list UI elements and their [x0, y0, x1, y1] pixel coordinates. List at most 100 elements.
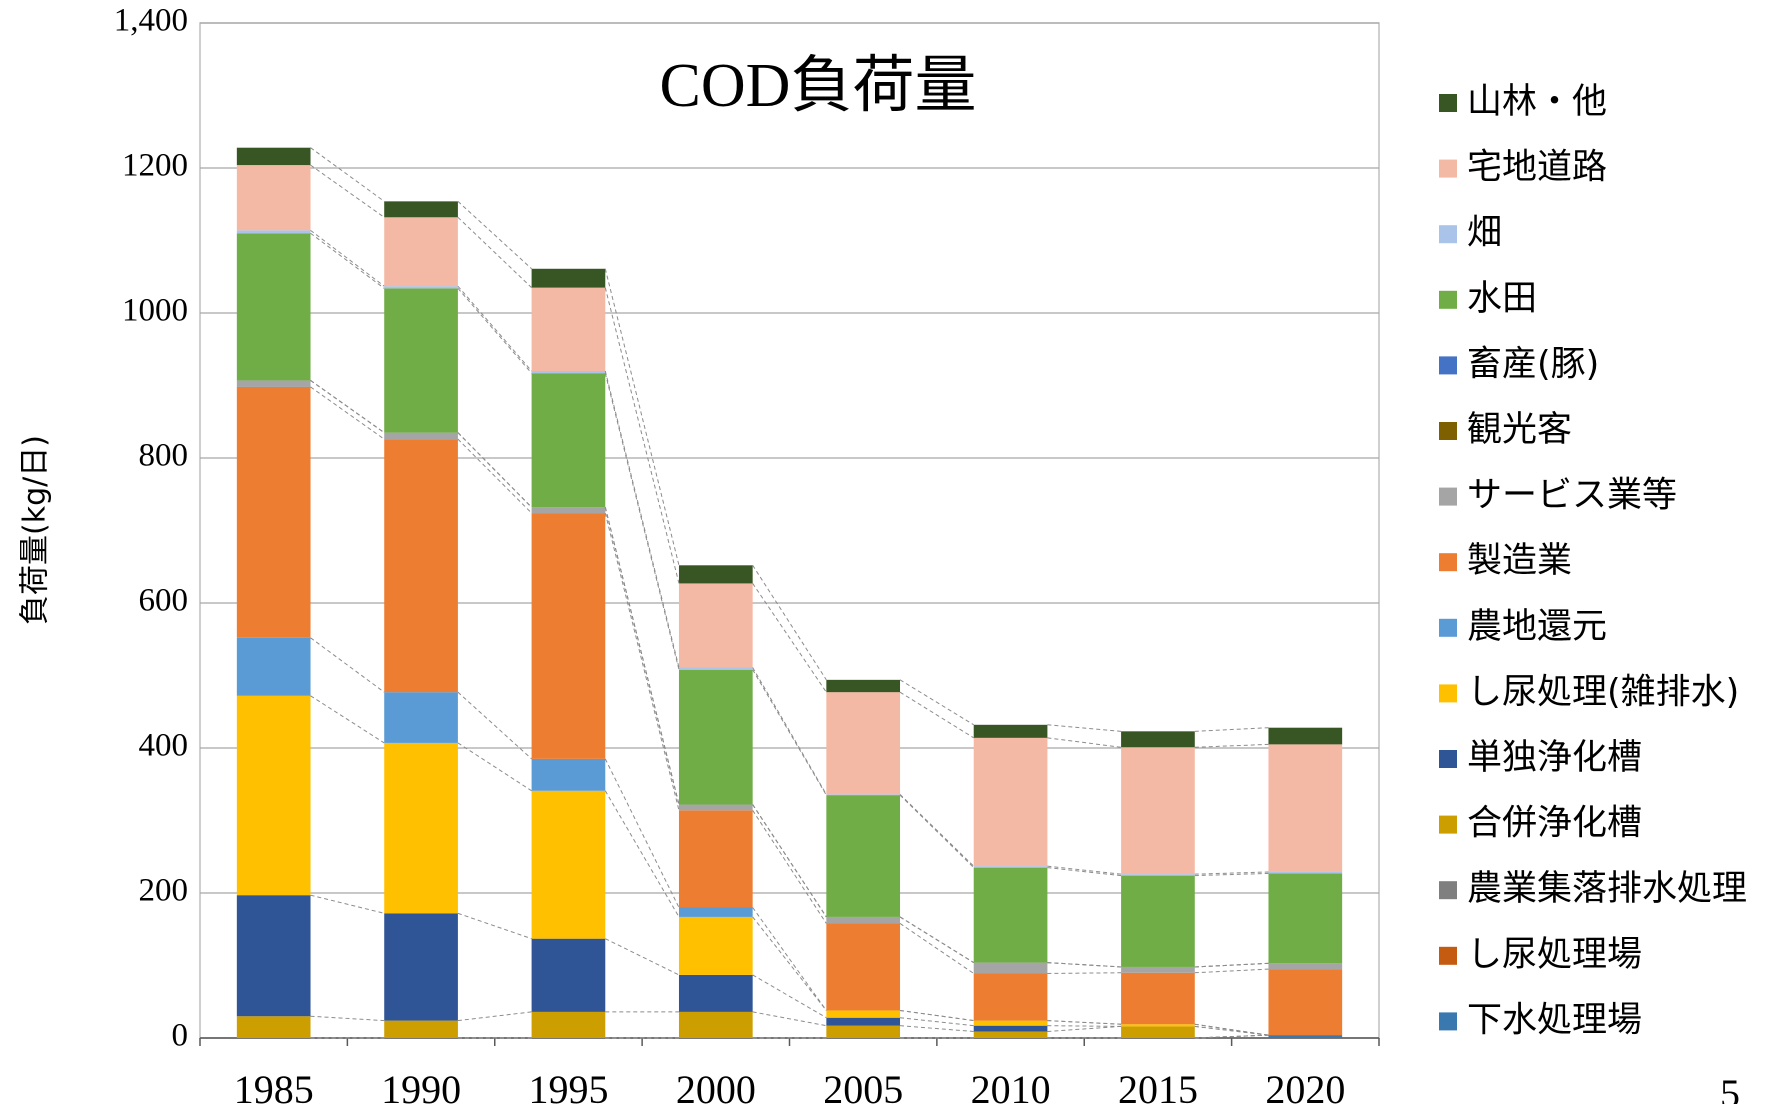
bar-segment	[1121, 731, 1195, 748]
x-tick-label: 2010	[971, 1067, 1051, 1104]
bar-segment	[973, 724, 1048, 738]
bar-segment	[531, 287, 606, 371]
bar-segment	[973, 1031, 1048, 1038]
bar-segment	[384, 288, 458, 433]
legend-swatch	[1439, 815, 1457, 834]
series-connector	[310, 695, 385, 744]
series-connector	[310, 147, 385, 202]
legend-swatch	[1439, 1012, 1457, 1031]
series-connector	[1047, 724, 1122, 732]
series-connector	[1047, 737, 1122, 748]
series-connector	[752, 974, 827, 1019]
legend-label: 製造業	[1467, 541, 1572, 581]
series-connector	[1047, 1020, 1122, 1025]
legend-swatch	[1439, 422, 1457, 440]
series-connector	[752, 583, 827, 693]
legend-swatch	[1439, 946, 1457, 965]
series-connector	[604, 268, 680, 566]
bar-segment	[826, 923, 901, 1011]
series-connector	[604, 512, 680, 811]
series-connector	[1194, 727, 1269, 732]
bar-segment	[1268, 1035, 1343, 1038]
series-connector	[457, 216, 532, 288]
page-number: 5	[1720, 1071, 1740, 1104]
bar-segment	[678, 804, 753, 811]
bar-segment	[236, 147, 311, 166]
bar-segment	[1268, 963, 1343, 970]
series-connector	[310, 386, 385, 440]
bar-segment	[1121, 1026, 1195, 1038]
bar-segment	[973, 1020, 1048, 1026]
legend-swatch	[1439, 750, 1457, 768]
series-connector	[1047, 962, 1122, 968]
x-tick-label: 1990	[381, 1067, 461, 1104]
bar-segment	[678, 916, 753, 975]
series-connector	[899, 794, 975, 868]
series-connector	[752, 804, 827, 918]
bar-segment	[973, 962, 1048, 974]
legend-label: 水田	[1467, 279, 1537, 319]
bar-segment	[678, 667, 753, 670]
bar-segment	[678, 583, 753, 668]
series-connector	[752, 907, 827, 1011]
series-connector	[899, 794, 975, 867]
series-connector	[604, 370, 680, 668]
bar-segment	[531, 371, 606, 374]
legend-label: 畜産(豚)	[1467, 344, 1599, 384]
legend-label: 畑	[1467, 213, 1502, 253]
series-connector	[899, 1025, 974, 1032]
series-connector	[310, 380, 385, 434]
series-connector	[1194, 1025, 1269, 1036]
series-connector	[1194, 968, 1269, 974]
series-connector	[752, 810, 827, 924]
series-connector	[310, 894, 385, 914]
series-connector	[752, 1011, 827, 1027]
bar-segment	[236, 165, 311, 231]
legend-swatch	[1439, 487, 1457, 506]
x-tick-label: 2015	[1118, 1067, 1198, 1104]
y-tick-label: 600	[139, 583, 189, 619]
y-tick-label: 200	[139, 873, 189, 909]
legend-swatch	[1439, 94, 1457, 112]
series-connector	[457, 285, 532, 372]
series-connector	[605, 938, 680, 976]
series-connector	[457, 691, 532, 760]
x-tick-label: 2005	[823, 1067, 903, 1104]
series-connector	[457, 288, 532, 374]
series-connector	[1047, 972, 1122, 974]
bar-segment	[1268, 969, 1343, 1036]
series-connector	[1047, 865, 1122, 875]
bar-segment	[531, 268, 606, 288]
bar-segment	[826, 794, 901, 796]
bar-segment	[236, 637, 311, 696]
bar-segment	[1268, 727, 1343, 745]
x-tick-label: 2000	[676, 1067, 756, 1104]
bar-segment	[384, 217, 458, 287]
series-connector	[604, 758, 680, 908]
bar-segment	[531, 758, 606, 791]
bar-segment	[236, 695, 311, 896]
bar-segment	[678, 810, 753, 908]
legend-label: し尿処理(雑排水)	[1467, 672, 1739, 712]
bar-segment	[1268, 871, 1343, 874]
y-tick-label: 1000	[122, 293, 188, 329]
bar-segment	[1121, 972, 1195, 1025]
bar-segment	[826, 1025, 901, 1038]
series-connector	[899, 691, 974, 739]
bar-segment	[1121, 1024, 1195, 1027]
bar-segment	[973, 866, 1048, 868]
bar-segment	[384, 1020, 458, 1038]
bar-segment	[1121, 874, 1195, 876]
bar-segment	[384, 439, 458, 693]
series-connector	[604, 373, 680, 670]
bar-segment	[826, 795, 901, 917]
bar-segment	[384, 742, 458, 914]
bar-segment	[678, 669, 753, 805]
bar-segment	[973, 867, 1048, 963]
y-tick-label: 800	[139, 438, 189, 474]
series-connector	[752, 669, 827, 796]
bar-segment	[973, 973, 1048, 1021]
bar-segment	[384, 286, 458, 289]
